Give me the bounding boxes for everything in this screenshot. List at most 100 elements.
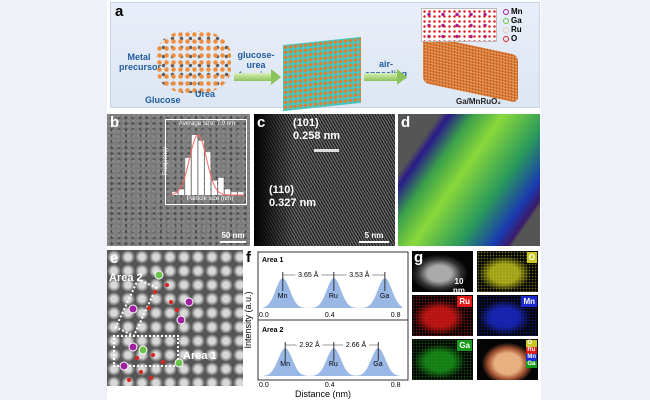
histogram-bar (211, 180, 218, 195)
lattice-101-annotation: (101) 0.258 nm (293, 117, 340, 143)
atom-markers (119, 270, 194, 382)
histogram-bar (238, 192, 244, 195)
x-tick-label: 0.0 (259, 312, 269, 319)
distance-label: 3.65 Å (298, 270, 319, 279)
oxygen-marker (161, 360, 165, 364)
legend-item-mn: Mn (503, 7, 523, 16)
intensity-profile-2 (263, 348, 403, 376)
arrow-icon (234, 69, 281, 85)
gaussian-fit-curve (171, 134, 244, 196)
nanosheet-illustration (423, 34, 518, 104)
atom-marker (128, 342, 138, 352)
legend-marker-icon (503, 8, 509, 15)
oxygen-marker (149, 376, 153, 380)
histogram-bar (178, 189, 185, 195)
legend-label: O (511, 34, 518, 43)
plane-label: (110) (269, 184, 295, 196)
area-2-label: Area 2 (109, 272, 143, 284)
metal-precursor-label: Metal precursor (119, 52, 162, 72)
histogram-bar (205, 152, 211, 195)
scale-bar-label: 5 nm (364, 231, 384, 240)
area-1-label: Area 1 (183, 350, 217, 362)
atom-marker (154, 270, 164, 280)
x-tick-label: 0.4 (325, 312, 335, 319)
eds-map-ru: Ru (412, 295, 473, 336)
d-spacing-label: 0.258 nm (293, 130, 341, 142)
plane-label: (101) (293, 117, 319, 129)
histogram-bar (218, 177, 224, 195)
scale-bar-label: 10 nm (453, 277, 465, 292)
oxygen-marker (135, 356, 139, 360)
distance-label: 3.53 Å (349, 270, 370, 279)
atom-marker (119, 361, 129, 371)
overlay-tag: Ga (526, 361, 537, 368)
oxygen-marker (153, 290, 157, 294)
atom-marker (128, 304, 138, 314)
panel-c-hrtem-image: c (101) 0.258 nm (110) 0.327 nm 5 nm (254, 114, 395, 246)
overlay-tag: O (526, 340, 537, 347)
eds-overlay-map: O Ru Mn Ga (477, 339, 538, 380)
peak-label: Ga (380, 293, 389, 300)
oxygen-marker (175, 308, 179, 312)
oxygen-marker (139, 370, 143, 374)
atom-marker (174, 358, 184, 368)
panel-label-e: e (110, 250, 119, 267)
peak-label: Ru (329, 361, 338, 368)
panel-b-tem-image: b Average size: 7.9 nm Particle size (nm… (107, 114, 250, 246)
element-tag: Ru (457, 296, 472, 307)
element-tag: O (526, 252, 537, 263)
x-tick-label: 0.8 (391, 312, 401, 319)
distance-label: 2.66 Å (346, 340, 367, 349)
panel-d-3d-intensity-map: d (398, 114, 540, 246)
d-spacing-label: 0.327 nm (269, 197, 317, 209)
legend-label: Ga (511, 16, 522, 25)
inset-title: Average size: 7.9 nm (178, 121, 236, 127)
oxygen-marker (169, 300, 173, 304)
scale-bar-label: 50 nm (221, 231, 245, 240)
atom-marker (176, 315, 186, 325)
oxygen-marker (147, 306, 151, 310)
lattice-marker (314, 149, 339, 152)
histogram-bar (224, 189, 231, 195)
haadf-tile: g 10 nm (412, 251, 473, 292)
molecule-illustration (156, 31, 231, 93)
oxygen-marker (165, 283, 169, 287)
intensity-profile-plot: Area 1 Mn Ru Ga 3.65 Å 3.53 Å 0.0 0.4 0.8 Area 2 M… (257, 251, 409, 389)
x-tick-label: 0.8 (391, 382, 401, 389)
legend-marker-icon (503, 35, 509, 42)
element-tag: Mn (521, 296, 537, 307)
area-label: Area 2 (262, 327, 284, 334)
intensity-profile-1 (263, 278, 403, 308)
arrow-icon (364, 69, 407, 85)
inset-xlabel: Particle size (nm) (186, 196, 234, 202)
panel-label-g: g (414, 251, 424, 266)
size-histogram-inset: Average size: 7.9 nm Particle size (nm) … (163, 119, 247, 205)
area-label: Area 1 (262, 257, 284, 264)
panel-label-b: b (110, 114, 120, 131)
area-1-box (113, 335, 179, 367)
eds-map-ga: Ga (412, 339, 473, 380)
panel-a-schematic: a Metal precursor Glucose Urea glucose-u… (110, 2, 540, 112)
histogram-bar (198, 140, 204, 195)
eds-map-mn: Mn (477, 295, 538, 336)
legend-item-o: O (503, 34, 523, 43)
legend-label: Ru (511, 25, 522, 34)
panel-label-d: d (401, 114, 411, 131)
scale-bar: 10 nm (448, 277, 470, 292)
legend-item-ga: Ga (503, 16, 523, 25)
peak-label: Mn (280, 361, 290, 368)
element-tag: Ga (457, 340, 472, 351)
overlay-legend: O Ru Mn Ga (526, 340, 537, 368)
foam-cube-illustration (283, 36, 361, 112)
f-ylabel: Intensity (a.u.) (243, 291, 253, 349)
panel-g-eds-maps: g 10 nm O Ru Mn Ga O Ru Mn Ga (412, 251, 540, 381)
histogram-bar (191, 135, 198, 195)
overlay-tag: Mn (526, 354, 537, 361)
legend-marker-icon (503, 26, 509, 33)
legend-item-ru: Ru (503, 25, 523, 34)
oxygen-marker (127, 378, 131, 382)
x-tick-label: 0.0 (259, 382, 269, 389)
product-label: Ga/MnRuO₂ (456, 97, 501, 106)
peak-label: Ru (329, 293, 338, 300)
element-legend: Mn Ga Ru O (503, 7, 523, 43)
